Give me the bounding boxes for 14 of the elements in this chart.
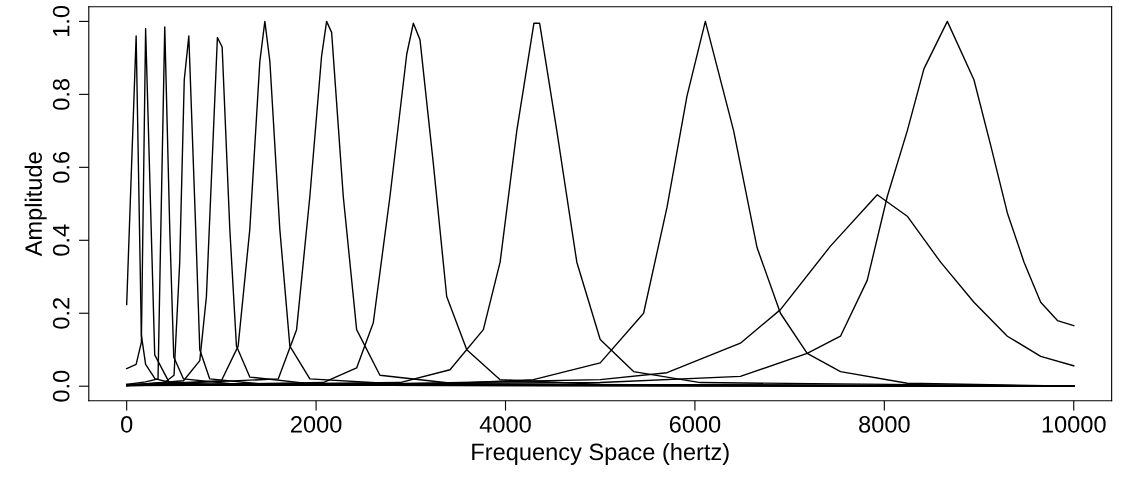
y-tick-label: 0.4: [52, 224, 70, 256]
x-tick-label: 0: [121, 416, 133, 433]
y-tick-label: 1.0: [52, 5, 70, 37]
x-tick-label: 8000: [859, 416, 910, 433]
x-tick-label: 6000: [669, 416, 721, 433]
x-tick-label: 2000: [291, 416, 342, 433]
y-tick-label: 0.8: [52, 78, 70, 110]
x-axis-title: Frequency Space (hertz): [472, 442, 729, 465]
y-tick-label: 0.0: [52, 370, 70, 402]
x-tick-label: 4000: [479, 416, 531, 433]
y-tick-label: 0.2: [52, 298, 70, 329]
y-axis-title: Amplitude: [24, 152, 47, 257]
y-tick-label: 0.6: [52, 151, 70, 183]
x-tick-label: 10000: [1042, 416, 1106, 433]
